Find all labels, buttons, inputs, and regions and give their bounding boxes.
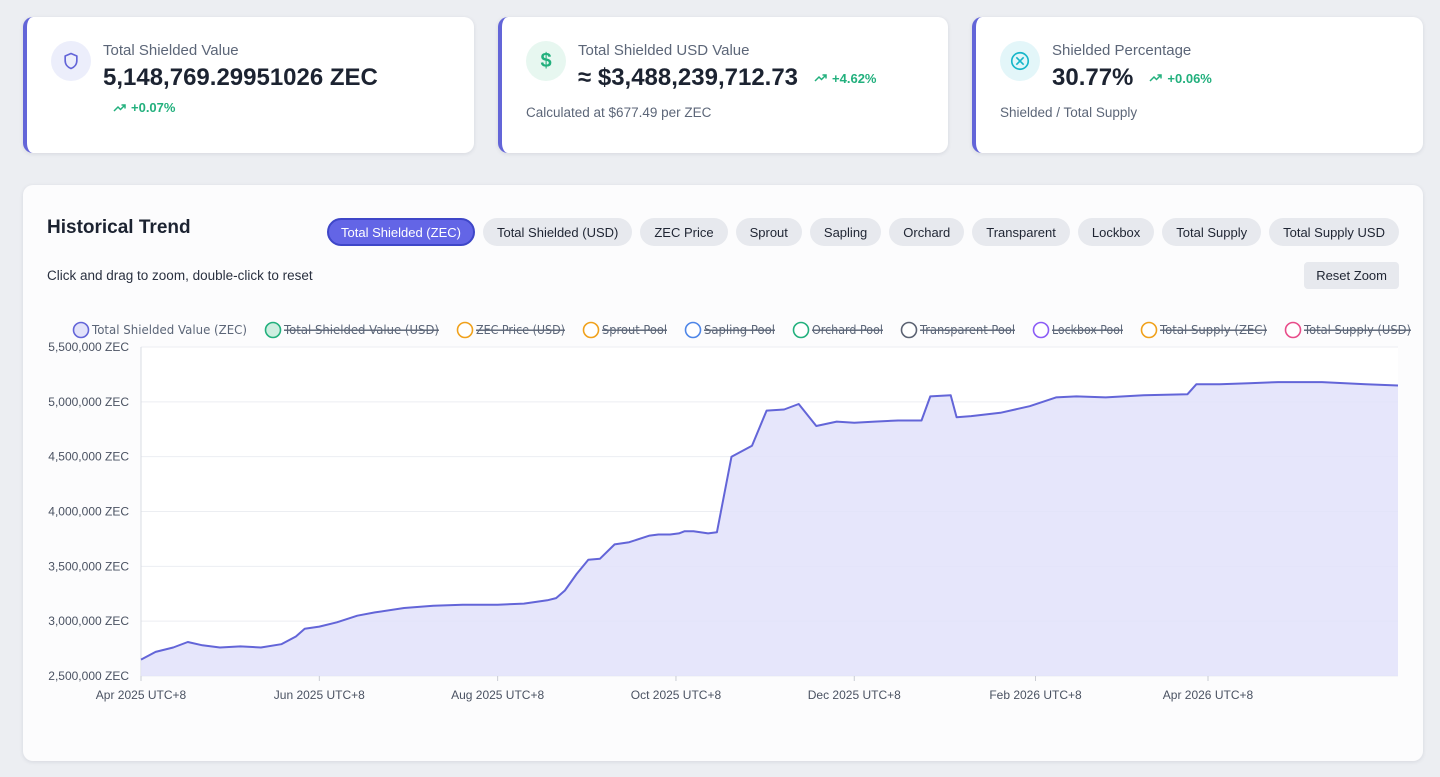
legend-item[interactable]: Sapling Pool: [684, 321, 776, 339]
x-tick-label: Oct 2025 UTC+8: [631, 688, 722, 702]
legend-marker: [1140, 321, 1158, 339]
reset-zoom-button[interactable]: Reset Zoom: [1304, 262, 1399, 289]
legend-item[interactable]: Orchard Pool: [792, 321, 884, 339]
tab-zec-price[interactable]: ZEC Price: [640, 218, 728, 246]
x-tick-label: Jun 2025 UTC+8: [274, 688, 365, 702]
card-change: +0.06%: [1149, 70, 1212, 86]
card-change: +4.62%: [814, 71, 876, 86]
card-change-value: +0.06%: [1167, 70, 1212, 86]
card-change-value: +0.07%: [131, 100, 176, 115]
stat-card-shielded-percentage: Shielded Percentage 30.77% +0.06% Shield…: [972, 17, 1423, 153]
stat-card-shielded-value: Total Shielded Value 5,148,769.29951026 …: [23, 17, 474, 153]
card-value: 30.77%: [1052, 64, 1134, 91]
historical-trend-chart[interactable]: 2,500,000 ZEC 3,000,000 ZEC 3,500,000 ZEC 4…: [23, 305, 1423, 705]
y-tick-label: 5,000,000 ZEC: [48, 395, 129, 409]
x-tick-label: Feb 2026 UTC+8: [989, 688, 1082, 702]
legend-marker: [792, 321, 810, 339]
stat-card-shielded-usd: $ Total Shielded USD Value ≈ $3,488,239,…: [498, 17, 948, 153]
card-value: 5,148,769.29951026 ZEC: [103, 64, 378, 91]
legend-marker: [456, 321, 474, 339]
legend-marker: [684, 321, 702, 339]
card-label: Total Shielded Value: [103, 42, 239, 59]
trend-up-icon: [814, 74, 827, 82]
tab-orchard[interactable]: Orchard: [889, 218, 965, 246]
legend-item[interactable]: Sprout Pool: [582, 321, 668, 339]
shield-icon: [51, 41, 91, 81]
tab-total-supply-usd[interactable]: Total Supply USD: [1269, 218, 1399, 246]
trend-up-icon: [113, 103, 126, 112]
legend-item[interactable]: ZEC Price (USD): [456, 321, 566, 339]
legend-marker: [1032, 321, 1050, 339]
tab-sprout[interactable]: Sprout: [735, 218, 802, 246]
legend-label: Total Shielded Value (ZEC): [91, 323, 247, 337]
card-value-row: ≈ $3,488,239,712.73 +4.62%: [578, 64, 876, 92]
zoom-hint: Click and drag to zoom, double-click to …: [47, 268, 313, 283]
card-subtext: Shielded / Total Supply: [1000, 105, 1138, 120]
y-tick-label: 5,500,000 ZEC: [48, 340, 129, 354]
panel-title: Historical Trend: [47, 217, 191, 238]
legend-marker: [72, 321, 90, 339]
x-tick-label: Apr 2025 UTC+8: [96, 688, 187, 702]
legend-marker: [582, 321, 600, 339]
tab-total-supply[interactable]: Total Supply: [1162, 218, 1262, 246]
card-value-row: 30.77% +0.06%: [1052, 64, 1212, 92]
tab-total-shielded-zec[interactable]: Total Shielded (ZEC): [327, 218, 475, 246]
legend-item[interactable]: Lockbox Pool: [1032, 321, 1124, 339]
tab-total-shielded-usd[interactable]: Total Shielded (USD): [482, 218, 633, 246]
legend-marker: [1284, 321, 1302, 339]
card-change: +0.07%: [113, 100, 175, 115]
tab-sapling[interactable]: Sapling: [809, 218, 882, 246]
legend-item[interactable]: Total Supply (USD): [1284, 321, 1412, 339]
series-area-total-shielded-zec: [141, 382, 1398, 676]
trend-up-icon: [1149, 74, 1163, 82]
historical-trend-panel: Historical Trend Total Shielded (ZEC) Tot…: [23, 185, 1423, 761]
y-tick-label: 4,500,000 ZEC: [48, 450, 129, 464]
x-tick-label: Apr 2026 UTC+8: [1163, 688, 1254, 702]
card-label: Shielded Percentage: [1052, 42, 1192, 59]
y-tick-label: 4,000,000 ZEC: [48, 505, 129, 519]
metric-tabs: Total Shielded (ZEC) Total Shielded (USD)…: [327, 218, 1399, 246]
card-subtext: Calculated at $677.49 per ZEC: [526, 105, 712, 120]
tab-lockbox[interactable]: Lockbox: [1077, 218, 1155, 246]
card-change-value: +4.62%: [832, 70, 877, 86]
legend-marker: [264, 321, 282, 339]
tab-transparent[interactable]: Transparent: [972, 218, 1070, 246]
y-tick-label: 3,000,000 ZEC: [48, 614, 129, 628]
y-tick-label: 3,500,000 ZEC: [48, 559, 129, 573]
card-label: Total Shielded USD Value: [578, 42, 750, 59]
legend-item[interactable]: Total Shielded Value (USD): [264, 321, 440, 339]
legend-item[interactable]: Transparent Pool: [900, 321, 1016, 339]
x-tick-label: Dec 2025 UTC+8: [808, 688, 901, 702]
circle-x-icon: [1000, 41, 1040, 81]
y-tick-label: 2,500,000 ZEC: [48, 669, 129, 683]
dollar-icon: $: [526, 41, 566, 81]
legend-item[interactable]: Total Supply (ZEC): [1140, 321, 1268, 339]
x-tick-label: Aug 2025 UTC+8: [451, 688, 544, 702]
legend-item[interactable]: Total Shielded Value (ZEC): [72, 321, 248, 339]
legend-marker: [900, 321, 918, 339]
card-value: ≈ $3,488,239,712.73: [578, 64, 799, 91]
series-line-total-shielded-zec: [140, 381, 1399, 661]
